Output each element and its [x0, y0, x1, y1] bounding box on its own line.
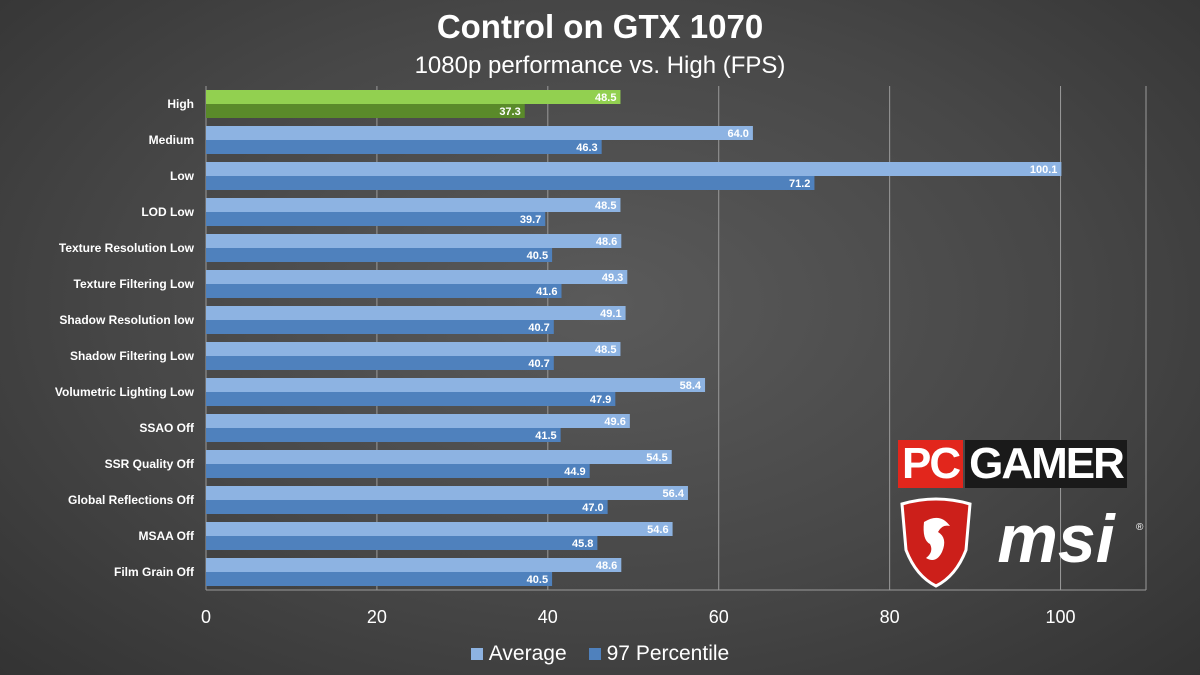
- bar-average: [206, 450, 672, 464]
- logo-pc-text: PC: [898, 440, 964, 488]
- data-label-average: 54.5: [646, 452, 667, 464]
- category-label: Global Reflections Off: [68, 493, 195, 507]
- data-label-average: 56.4: [663, 488, 685, 500]
- category-label: SSR Quality Off: [105, 457, 195, 471]
- data-label-average: 49.3: [602, 272, 623, 284]
- data-label-average: 64.0: [727, 128, 748, 140]
- bar-average: [206, 234, 622, 248]
- bar-97-percentile: [206, 392, 616, 406]
- data-label-average: 48.5: [595, 344, 616, 356]
- chart-title: Control on GTX 1070: [436, 8, 764, 45]
- data-label-97-percentile: 41.5: [535, 430, 556, 442]
- data-label-97-percentile: 40.7: [528, 358, 549, 370]
- data-label-97-percentile: 37.3: [499, 106, 520, 118]
- category-label: Texture Filtering Low: [74, 277, 195, 291]
- data-label-97-percentile: 47.9: [590, 394, 611, 406]
- data-label-97-percentile: 45.8: [572, 538, 593, 550]
- category-label: High: [167, 97, 194, 111]
- pc-gamer-logo: PC GAMER: [898, 440, 1136, 488]
- category-label: Shadow Resolution low: [59, 313, 194, 327]
- data-label-97-percentile: 40.5: [527, 250, 548, 262]
- bar-average: [206, 558, 622, 572]
- data-label-97-percentile: 40.7: [528, 322, 549, 334]
- data-label-97-percentile: 47.0: [582, 502, 603, 514]
- bar-97-percentile: [206, 248, 553, 262]
- data-label-average: 48.6: [596, 236, 617, 248]
- x-tick-label: 40: [538, 607, 558, 627]
- data-label-average: 48.5: [595, 200, 616, 212]
- logo-gamer-text: GAMER: [965, 440, 1127, 488]
- category-label: Texture Resolution Low: [59, 241, 195, 255]
- bar-97-percentile: [206, 140, 602, 154]
- bar-average: [206, 198, 621, 212]
- legend-label-average: Average: [488, 642, 567, 665]
- x-tick-label: 0: [201, 607, 211, 627]
- chart-legend: Average 97 Percentile: [0, 642, 1200, 666]
- msi-logo: msi ®: [900, 497, 1144, 588]
- bar-average: [206, 414, 630, 428]
- x-tick-label: 80: [880, 607, 900, 627]
- bar-97-percentile: [206, 320, 554, 334]
- bar-average: [206, 162, 1062, 176]
- legend-swatch-97-percentile: [588, 648, 601, 660]
- bar-97-percentile: [206, 500, 608, 514]
- data-label-average: 48.6: [596, 560, 617, 572]
- x-tick-label: 20: [367, 607, 387, 627]
- bar-average: [206, 90, 621, 104]
- data-label-97-percentile: 46.3: [576, 142, 597, 154]
- legend-swatch-average: [470, 648, 483, 660]
- msi-wordmark: msi: [997, 501, 1116, 577]
- bar-average: [206, 378, 706, 392]
- bar-average: [206, 486, 688, 500]
- data-label-97-percentile: 41.6: [536, 286, 557, 298]
- bar-97-percentile: [206, 284, 562, 298]
- bar-97-percentile: [206, 356, 554, 370]
- category-label: Volumetric Lighting Low: [55, 385, 195, 399]
- x-tick-label: 60: [709, 607, 729, 627]
- data-label-average: 48.5: [595, 92, 616, 104]
- bar-97-percentile: [206, 428, 561, 442]
- x-tick-label: 100: [1046, 607, 1076, 627]
- category-label: Medium: [149, 133, 194, 147]
- data-label-average: 58.4: [680, 380, 702, 392]
- bar-97-percentile: [206, 572, 553, 586]
- bar-97-percentile: [206, 464, 590, 478]
- data-label-97-percentile: 40.5: [527, 574, 548, 586]
- category-label: Low: [170, 169, 195, 183]
- data-label-97-percentile: 71.2: [789, 178, 810, 190]
- bar-average: [206, 126, 753, 140]
- category-label: SSAO Off: [139, 421, 195, 435]
- chart-subtitle: 1080p performance vs. High (FPS): [414, 52, 786, 79]
- category-label: LOD Low: [141, 205, 194, 219]
- legend-item-average: Average: [470, 642, 567, 666]
- data-label-average: 54.6: [647, 524, 668, 536]
- bar-average: [206, 522, 673, 536]
- category-label: MSAA Off: [138, 529, 195, 543]
- bar-97-percentile: [206, 104, 525, 118]
- category-label: Shadow Filtering Low: [70, 349, 195, 363]
- bar-97-percentile: [206, 536, 598, 550]
- data-label-average: 100.1: [1030, 164, 1058, 176]
- bar-average: [206, 270, 628, 284]
- data-label-average: 49.1: [600, 308, 621, 320]
- msi-dragon-icon: [923, 517, 950, 560]
- bar-average: [206, 306, 626, 320]
- legend-item-97-percentile: 97 Percentile: [588, 642, 730, 666]
- data-label-97-percentile: 39.7: [520, 214, 541, 226]
- category-label: Film Grain Off: [114, 565, 195, 579]
- bar-average: [206, 342, 621, 356]
- data-label-97-percentile: 44.9: [564, 466, 585, 478]
- legend-label-97-percentile: 97 Percentile: [606, 642, 730, 665]
- bar-97-percentile: [206, 212, 546, 226]
- msi-registered-mark: ®: [1136, 522, 1144, 533]
- data-label-average: 49.6: [604, 416, 625, 428]
- bar-97-percentile: [206, 176, 815, 190]
